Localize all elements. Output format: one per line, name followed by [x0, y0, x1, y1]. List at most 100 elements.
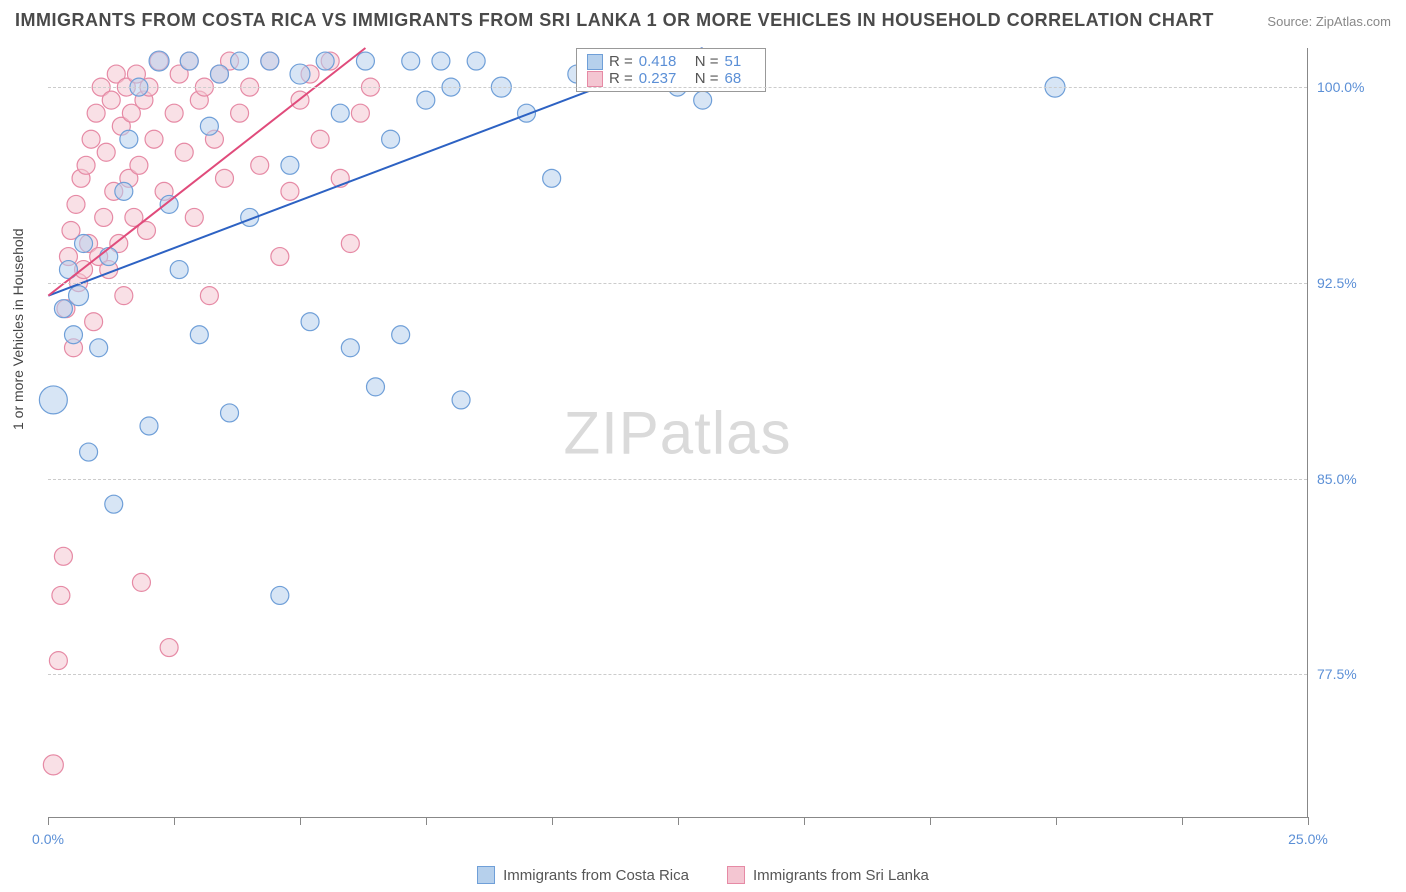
scatter-point-costa_rica — [39, 386, 67, 414]
scatter-point-sri_lanka — [271, 248, 289, 266]
scatter-point-costa_rica — [392, 326, 410, 344]
source-attribution: Source: ZipAtlas.com — [1267, 14, 1391, 29]
scatter-point-sri_lanka — [130, 156, 148, 174]
scatter-plot: ZIPatlas R =0.418N =51R =0.237N =68 100.… — [48, 48, 1308, 818]
scatter-point-costa_rica — [210, 65, 228, 83]
scatter-point-costa_rica — [402, 52, 420, 70]
stats-n-label: N = — [695, 53, 719, 70]
scatter-point-costa_rica — [261, 52, 279, 70]
scatter-point-sri_lanka — [43, 755, 63, 775]
source-value: ZipAtlas.com — [1316, 14, 1391, 29]
chart-svg-layer — [48, 48, 1307, 817]
y-tick-label: 77.5% — [1317, 666, 1377, 682]
scatter-point-sri_lanka — [102, 91, 120, 109]
scatter-point-sri_lanka — [87, 104, 105, 122]
x-tick — [552, 817, 553, 825]
scatter-point-costa_rica — [467, 52, 485, 70]
stats-swatch-icon — [587, 54, 603, 70]
gridline-h — [48, 674, 1307, 675]
chart-title: IMMIGRANTS FROM COSTA RICA VS IMMIGRANTS… — [15, 10, 1214, 31]
scatter-point-costa_rica — [100, 248, 118, 266]
stats-swatch-icon — [587, 71, 603, 87]
scatter-point-costa_rica — [417, 91, 435, 109]
scatter-point-sri_lanka — [115, 287, 133, 305]
chart-header: IMMIGRANTS FROM COSTA RICA VS IMMIGRANTS… — [15, 10, 1391, 31]
legend-label: Immigrants from Sri Lanka — [753, 867, 929, 884]
stats-n-label: N = — [695, 70, 719, 87]
scatter-point-sri_lanka — [216, 169, 234, 187]
stats-row-sri_lanka: R = 0.237 N = 68 — [587, 70, 755, 87]
scatter-point-costa_rica — [54, 300, 72, 318]
legend-label: Immigrants from Costa Rica — [503, 867, 689, 884]
scatter-point-costa_rica — [180, 52, 198, 70]
scatter-point-sri_lanka — [97, 143, 115, 161]
stats-r-label: R = — [609, 70, 633, 87]
scatter-point-costa_rica — [432, 52, 450, 70]
x-tick — [1308, 817, 1309, 825]
scatter-point-costa_rica — [281, 156, 299, 174]
scatter-point-costa_rica — [170, 261, 188, 279]
scatter-point-sri_lanka — [95, 208, 113, 226]
scatter-point-sri_lanka — [49, 652, 67, 670]
x-tick — [174, 817, 175, 825]
scatter-point-costa_rica — [90, 339, 108, 357]
scatter-point-costa_rica — [140, 417, 158, 435]
gridline-h — [48, 479, 1307, 480]
scatter-point-costa_rica — [69, 286, 89, 306]
gridline-h — [48, 283, 1307, 284]
x-tick — [1056, 817, 1057, 825]
scatter-point-sri_lanka — [175, 143, 193, 161]
scatter-point-costa_rica — [160, 195, 178, 213]
scatter-point-costa_rica — [341, 339, 359, 357]
scatter-point-costa_rica — [290, 64, 310, 84]
y-axis-label: 1 or more Vehicles in Household — [10, 228, 26, 430]
x-tick — [426, 817, 427, 825]
scatter-point-costa_rica — [331, 104, 349, 122]
scatter-point-sri_lanka — [200, 287, 218, 305]
scatter-point-sri_lanka — [311, 130, 329, 148]
scatter-point-costa_rica — [231, 52, 249, 70]
scatter-point-sri_lanka — [165, 104, 183, 122]
stats-r-value: 0.418 — [639, 53, 689, 70]
scatter-point-costa_rica — [452, 391, 470, 409]
scatter-point-sri_lanka — [251, 156, 269, 174]
gridline-h — [48, 87, 1307, 88]
x-tick-label: 0.0% — [32, 831, 64, 847]
stats-row-costa_rica: R =0.418N =51 — [587, 53, 755, 70]
y-tick-label: 85.0% — [1317, 471, 1377, 487]
stats-n-value: 51 — [725, 53, 755, 70]
scatter-point-costa_rica — [543, 169, 561, 187]
x-tick-label: 25.0% — [1288, 831, 1328, 847]
source-label: Source: — [1267, 14, 1312, 29]
scatter-point-costa_rica — [115, 182, 133, 200]
scatter-point-costa_rica — [694, 91, 712, 109]
scatter-point-sri_lanka — [341, 235, 359, 253]
scatter-point-costa_rica — [367, 378, 385, 396]
scatter-point-sri_lanka — [54, 547, 72, 565]
scatter-point-sri_lanka — [82, 130, 100, 148]
scatter-point-sri_lanka — [132, 573, 150, 591]
x-tick — [48, 817, 49, 825]
y-tick-label: 92.5% — [1317, 275, 1377, 291]
scatter-point-sri_lanka — [231, 104, 249, 122]
scatter-point-costa_rica — [190, 326, 208, 344]
y-tick-label: 100.0% — [1317, 79, 1377, 95]
stats-n-value: 68 — [725, 70, 755, 87]
scatter-point-costa_rica — [64, 326, 82, 344]
scatter-point-costa_rica — [149, 51, 169, 71]
scatter-point-sri_lanka — [52, 586, 70, 604]
scatter-point-sri_lanka — [185, 208, 203, 226]
scatter-point-costa_rica — [200, 117, 218, 135]
scatter-point-costa_rica — [316, 52, 334, 70]
stats-r-value: 0.237 — [639, 70, 689, 87]
correlation-stats-box: R = 0.418 N = 51R = 0.237 N = 68 — [576, 48, 766, 92]
x-tick — [300, 817, 301, 825]
scatter-point-costa_rica — [301, 313, 319, 331]
x-tick — [804, 817, 805, 825]
scatter-point-costa_rica — [120, 130, 138, 148]
scatter-point-costa_rica — [80, 443, 98, 461]
scatter-point-sri_lanka — [85, 313, 103, 331]
scatter-point-costa_rica — [271, 586, 289, 604]
legend-item-sri_lanka: Immigrants from Sri Lanka — [727, 866, 929, 884]
x-tick — [1182, 817, 1183, 825]
